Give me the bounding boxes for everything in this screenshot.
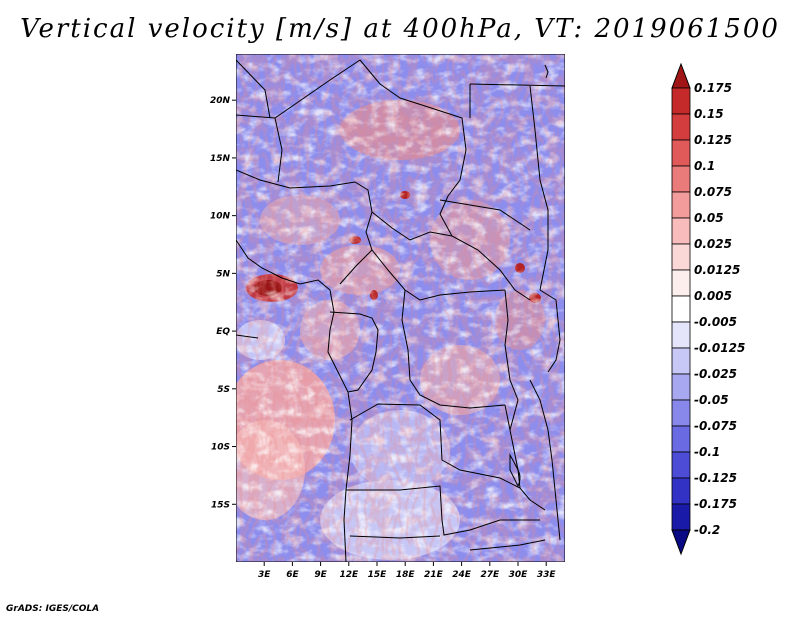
lat-tick-label: 5N	[216, 269, 230, 279]
lon-tick-label: 3E	[258, 570, 271, 580]
colorbar-top-arrow	[671, 62, 691, 89]
lat-tick-label: 10N	[210, 212, 231, 222]
lon-tick-label: 6E	[286, 570, 299, 580]
lon-tick-label: 18E	[396, 570, 416, 580]
colorbar-label: 0.05	[694, 211, 724, 225]
colorbar-box	[671, 347, 691, 375]
colorbar-box	[671, 243, 691, 271]
lon-tick-label: 12E	[339, 570, 359, 580]
lon-tick-label: 9E	[314, 570, 327, 580]
colorbar-label: -0.125	[694, 471, 737, 485]
colorbar-label: 0.175	[694, 81, 732, 95]
colorbar-box	[671, 191, 691, 219]
lat-tick-label: 10S	[211, 443, 230, 453]
colorbar-box	[671, 425, 691, 453]
colorbar-box	[671, 87, 691, 115]
colorbar-label: 0.1	[694, 159, 715, 173]
colorbar-label: -0.1	[694, 445, 720, 459]
lon-tick-label: 24E	[452, 570, 472, 580]
lat-tick-label: 15S	[211, 500, 230, 510]
map-figure: 20N 15N 10N 5N EQ 5S 10S 15S 3E 6E 9E 12E 15E 18E 21E 2…	[210, 54, 745, 580]
country-borders	[236, 59, 565, 562]
colorbar-label: -0.025	[694, 367, 737, 381]
colorbar-box	[671, 139, 691, 167]
lat-tick-label: EQ	[216, 327, 230, 337]
colorbar-box	[671, 477, 691, 505]
colorbar: 0.175 0.15 0.125 0.1 0.075 0.05 0.025 0.0125 0.0…	[671, 62, 745, 556]
colorbar-box	[671, 217, 691, 245]
colorbar-box	[671, 451, 691, 479]
colorbar-label: -0.175	[694, 497, 737, 511]
colorbar-box	[671, 503, 691, 531]
grads-credit: GrADS: IGES/COLA	[6, 604, 100, 614]
colorbar-box	[671, 269, 691, 297]
colorbar-box	[671, 321, 691, 349]
colorbar-label: -0.075	[694, 419, 737, 433]
colorbar-label: 0.075	[694, 185, 732, 199]
lon-tick-label: 30E	[509, 570, 529, 580]
lon-tick-label: 21E	[424, 570, 444, 580]
colorbar-label: 0.025	[694, 237, 732, 251]
map-title: Vertical velocity [m/s] at 400hPa, VT: 2…	[20, 14, 780, 44]
colorbar-label: -0.005	[694, 315, 737, 329]
lon-tick-label: 27E	[480, 570, 500, 580]
colorbar-label: 0.005	[694, 289, 732, 303]
colorbar-box	[671, 399, 691, 427]
colorbar-box	[671, 295, 691, 323]
vertical-velocity-field	[236, 54, 565, 562]
colorbar-label: 0.15	[694, 107, 724, 121]
colorbar-label: 0.0125	[694, 263, 740, 277]
colorbar-label: -0.2	[694, 523, 720, 537]
colorbar-label: 0.125	[694, 133, 732, 147]
map-axes: 20N 15N 10N 5N EQ 5S 10S 15S 3E 6E 9E 12E 15E 18E 21E 2…	[210, 96, 556, 580]
colorbar-bottom-arrow	[671, 529, 691, 556]
lat-tick-label: 15N	[210, 154, 231, 164]
colorbar-label: -0.05	[694, 393, 729, 407]
colorbar-box	[671, 165, 691, 193]
colorbar-label: -0.0125	[694, 341, 745, 355]
lon-tick-label: 15E	[368, 570, 388, 580]
colorbar-box	[671, 373, 691, 401]
lat-tick-label: 20N	[210, 96, 231, 106]
colorbar-box	[671, 113, 691, 141]
lat-tick-label: 5S	[217, 385, 230, 395]
lon-tick-label: 33E	[537, 570, 557, 580]
